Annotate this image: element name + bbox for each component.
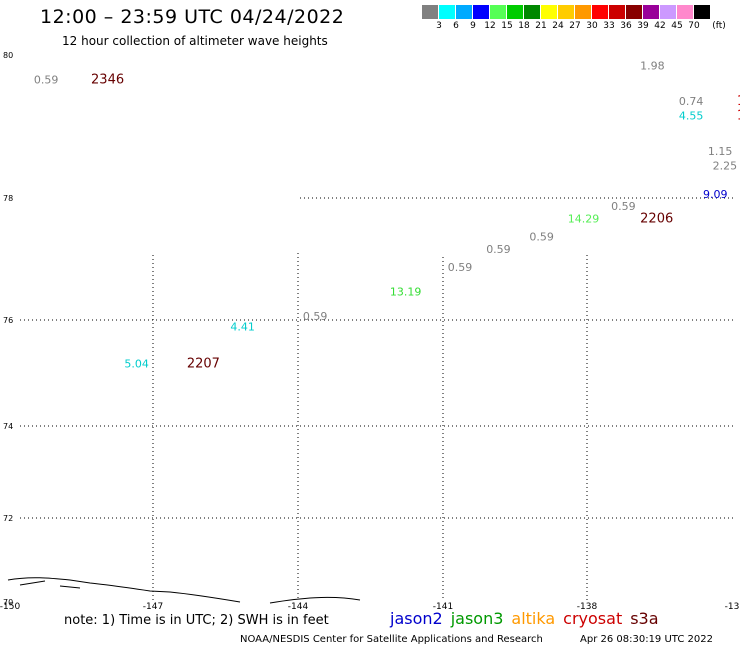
colorbar-tick-label: 24: [552, 21, 564, 31]
pass-time-label: 2207: [187, 357, 220, 372]
pass-time-label: 2206: [640, 211, 673, 226]
satellite-legend-altika: altika: [511, 609, 556, 628]
colorbar-swatch: [473, 5, 490, 19]
colorbar-tick-label: 42: [654, 21, 666, 31]
colorbar-swatch: [643, 5, 660, 19]
colorbar-tick-label: 21: [535, 21, 547, 31]
y-tick-label: 70: [3, 598, 13, 607]
wave-height-value: 0.59: [611, 200, 636, 213]
colorbar-tick-label: 33: [603, 21, 615, 31]
colorbar-tick-label: 70: [688, 21, 700, 31]
wave-height-value: 0.59: [529, 231, 554, 244]
colorbar-swatch: [507, 5, 524, 19]
satellite-legend-s3a: s3a: [630, 609, 659, 628]
footnote: note: 1) Time is in UTC; 2) SWH is in fe…: [64, 613, 329, 628]
colorbar-swatch: [456, 5, 473, 19]
colorbar-tick-label: 6: [453, 21, 459, 31]
pass-time-label: 1217: [737, 108, 740, 123]
wave-height-value: 0.59: [34, 74, 59, 87]
colorbar-tick-label: 36: [620, 21, 632, 31]
colorbar-swatch: [490, 5, 507, 19]
satellite-legend-jason3: jason3: [450, 609, 504, 628]
timestamp: Apr 26 08:30:19 UTC 2022: [580, 634, 713, 645]
credit-line: NOAA/NESDIS Center for Satellite Applica…: [240, 634, 543, 645]
colorbar-tick-label: 27: [569, 21, 581, 31]
wave-height-value: 0.59: [303, 310, 328, 323]
colorbar-swatch: [575, 5, 592, 19]
page-title: 12:00 – 23:59 UTC 04/24/2022: [40, 6, 345, 28]
wave-height-value: 1.98: [640, 59, 665, 72]
satellite-legend-jason2: jason2: [390, 609, 443, 628]
colorbar-swatch: [660, 5, 677, 19]
colorbar: 3 6 9 12 15 18 21 24 27 30 33 36 39 42 45 70 (ft): [422, 5, 732, 31]
wave-height-value: 0.74: [679, 95, 704, 108]
colorbar-tick-label: 9: [470, 21, 476, 31]
y-tick-label: 80: [3, 51, 13, 60]
wave-height-value: 5.04: [124, 358, 148, 371]
colorbar-swatch: [524, 5, 541, 19]
colorbar-unit: (ft): [712, 21, 726, 31]
wave-height-value: 0.59: [448, 261, 473, 274]
x-tick-label: -144: [288, 602, 309, 612]
y-tick-label: 78: [3, 194, 13, 203]
colorbar-swatch: [592, 5, 609, 19]
colorbar-tick-label: 30: [586, 21, 598, 31]
pass-time-label: 1217: [737, 94, 740, 109]
x-tick-label: -13: [725, 602, 740, 612]
wave-height-value: 13.19: [390, 286, 422, 299]
satellite-legend: jason2 jason3 altika cryosat s3a: [390, 609, 667, 628]
colorbar-swatch: [422, 5, 439, 19]
colorbar-tick-label: 15: [501, 21, 513, 31]
y-tick-label: 76: [3, 316, 13, 325]
wave-height-value: 0.59: [486, 243, 511, 256]
colorbar-swatch: [541, 5, 558, 19]
colorbar-tick-label: 3: [436, 21, 442, 31]
colorbar-labels: 3 6 9 12 15 18 21 24 27 30 33 36 39 42 45 70 (ft): [422, 19, 732, 31]
colorbar-swatch: [439, 5, 456, 19]
colorbar-tick-label: 12: [484, 21, 496, 31]
x-tick-label: -147: [143, 602, 163, 612]
wave-height-value: 14.29: [568, 212, 600, 225]
colorbar-swatches: [422, 5, 732, 19]
colorbar-tick-label: 18: [518, 21, 530, 31]
colorbar-swatch: [677, 5, 694, 19]
page-subtitle: 12 hour collection of altimeter wave hei…: [62, 34, 328, 48]
wave-height-value: 4.41: [230, 321, 255, 334]
y-tick-label: 74: [3, 422, 13, 431]
x-tick-label: -138: [577, 602, 598, 612]
colorbar-tick-label: 45: [671, 21, 683, 31]
wave-height-value: 4.55: [679, 109, 704, 122]
x-tick-label: -150: [0, 602, 20, 612]
coastline: [7, 577, 361, 604]
colorbar-swatch: [694, 5, 711, 19]
wave-height-value: 1.15: [708, 145, 733, 158]
y-tick-label: 72: [3, 514, 13, 523]
x-tick-label: -141: [433, 602, 453, 612]
wave-height-value: 9.09: [703, 188, 728, 201]
pass-time-label: 2346: [91, 73, 124, 88]
wave-height-value: 2.25: [713, 159, 738, 172]
colorbar-tick-label: 39: [637, 21, 649, 31]
colorbar-swatch: [609, 5, 626, 19]
satellite-legend-cryosat: cryosat: [563, 609, 623, 628]
colorbar-swatch: [558, 5, 575, 19]
colorbar-swatch: [626, 5, 643, 19]
